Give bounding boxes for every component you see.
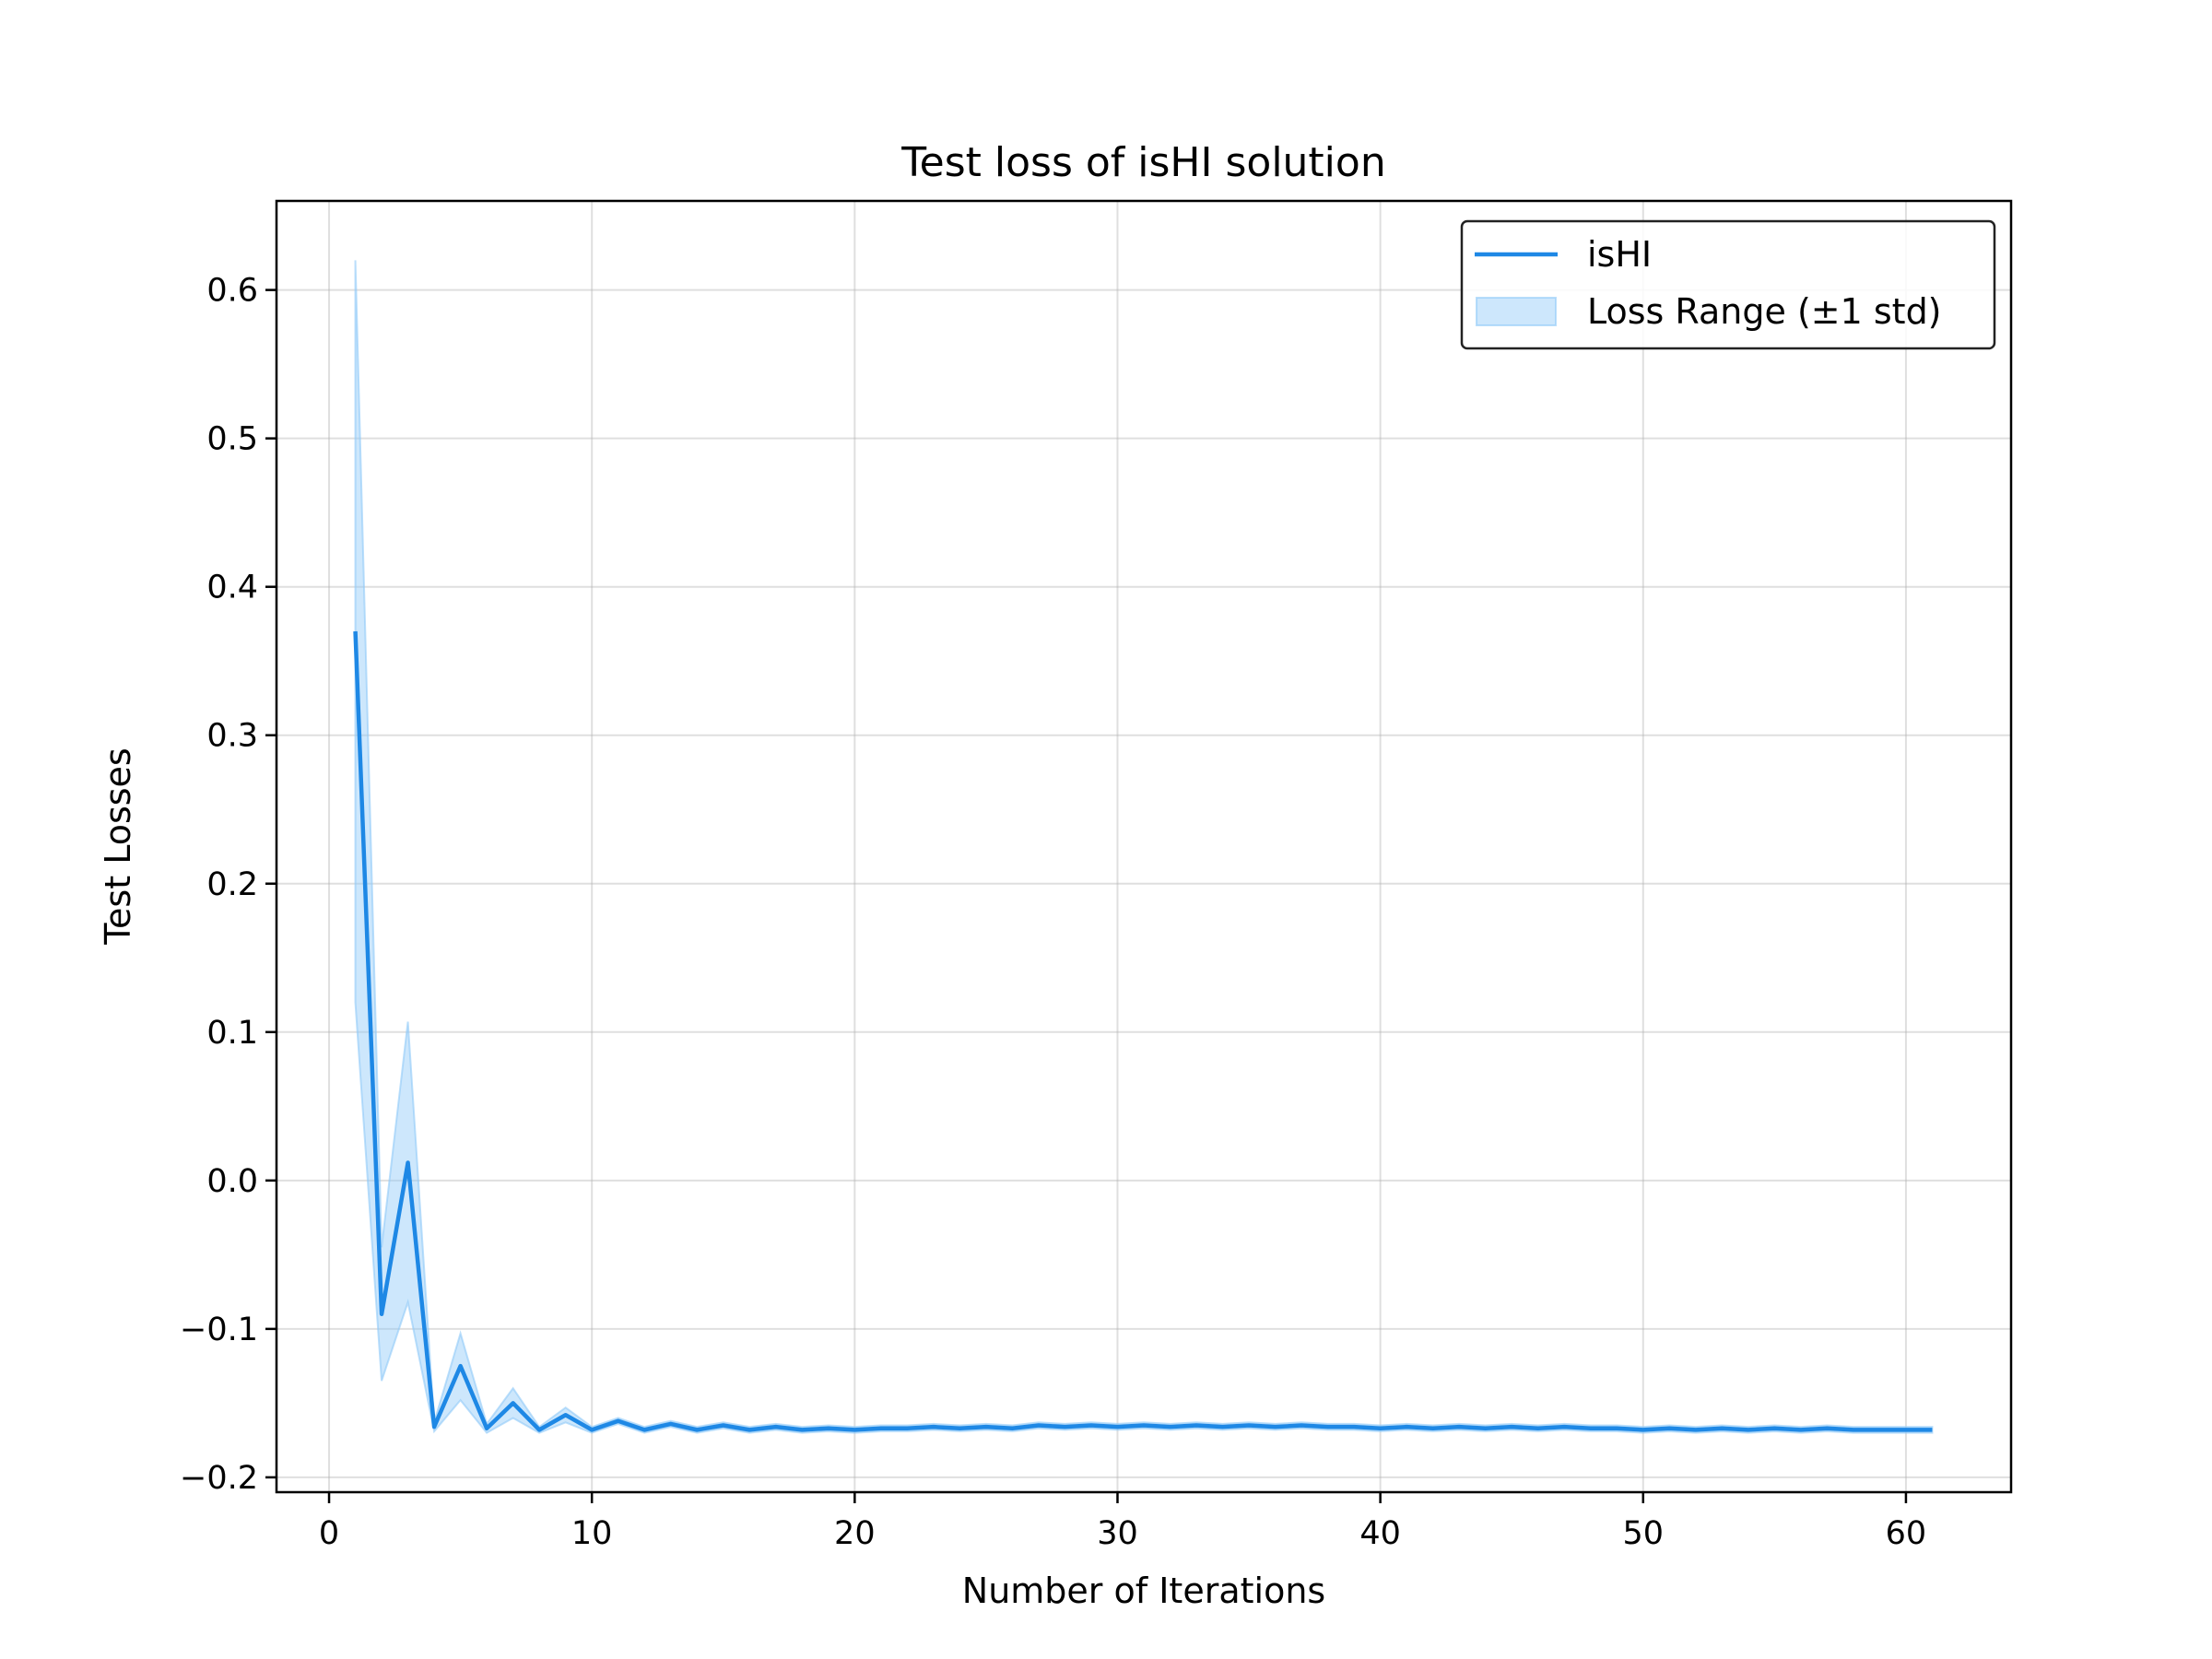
x-tick-label: 40: [1359, 1515, 1401, 1552]
x-tick-label: 10: [571, 1515, 613, 1552]
x-tick-label: 0: [319, 1515, 339, 1552]
legend-label-isHI: isHI: [1587, 234, 1652, 275]
y-tick-label: 0.2: [206, 866, 258, 903]
y-axis-label: Test Losses: [98, 747, 138, 945]
y-tick-label: −0.1: [180, 1312, 258, 1348]
plot-layer: [353, 260, 1934, 1434]
legend-label-loss-range: Loss Range (±1 std): [1587, 291, 1942, 332]
y-tick-label: −0.2: [180, 1460, 258, 1497]
series-line-isHI: [353, 630, 1933, 1432]
x-axis-label: Number of Iterations: [962, 1571, 1325, 1611]
chart-title: Test loss of isHI solution: [900, 139, 1385, 186]
y-tick-label: 0.3: [206, 718, 258, 755]
plot-frame: [275, 199, 2013, 1494]
legend-box: [1460, 219, 1996, 350]
legend: isHI Loss Range (±1 std): [1460, 219, 1996, 350]
y-axis: −0.2 −0.1 0.0 0.1 0.2 0.3 0.4 0.5 0.6: [180, 273, 276, 1497]
loss-range-band: [354, 260, 1934, 1434]
x-tick-label: 60: [1886, 1515, 1927, 1552]
legend-swatch-loss-range: [1476, 297, 1557, 326]
y-tick-label: 0.4: [206, 570, 258, 606]
y-tick-label: 0.1: [206, 1015, 258, 1052]
x-tick-label: 50: [1623, 1515, 1665, 1552]
y-tick-label: 0.0: [206, 1163, 258, 1200]
grid: [276, 201, 2011, 1492]
y-tick-label: 0.6: [206, 273, 258, 310]
x-tick-label: 20: [834, 1515, 876, 1552]
y-tick-label: 0.5: [206, 421, 258, 458]
x-tick-label: 30: [1097, 1515, 1138, 1552]
x-axis: 0 10 20 30 40 50 60: [319, 1492, 1926, 1552]
